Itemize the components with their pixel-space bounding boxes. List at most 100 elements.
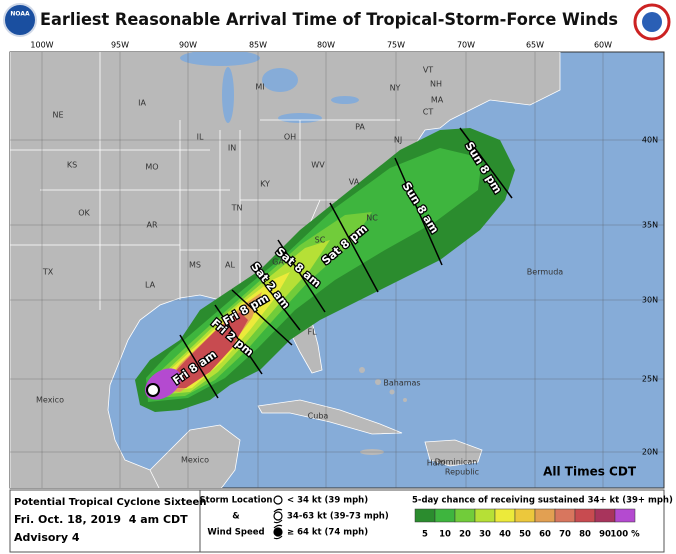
nws-logo-inner	[642, 12, 662, 32]
lon-label: 100W	[30, 41, 53, 50]
scale-label: 70	[559, 530, 571, 540]
place-label: Republic	[445, 468, 479, 477]
scale-swatch	[614, 508, 636, 523]
place-label: WV	[311, 161, 325, 170]
place-label: SC	[315, 236, 326, 245]
place-label: OH	[284, 133, 296, 142]
place-label: FL	[307, 328, 317, 337]
place-label: OK	[78, 209, 90, 218]
time-line	[394, 157, 443, 266]
symbol-label: ≥ 64 kt (74 mph)	[287, 528, 368, 538]
logo-text: NOAA	[10, 11, 30, 18]
scale-label: 30	[479, 530, 491, 540]
lon-label: 60W	[594, 41, 612, 50]
bahamas	[359, 367, 407, 402]
place-label: AL	[225, 261, 235, 270]
place-label: PA	[355, 123, 365, 132]
yucatan	[149, 424, 241, 488]
place-label: AR	[146, 221, 157, 230]
place-label: TX	[42, 268, 54, 277]
scale-label: 50	[519, 530, 531, 540]
lon-label: 75W	[387, 41, 405, 50]
advisory-date: Fri. Oct. 18, 2019 4 am CDT	[14, 513, 188, 526]
scale-label: 60	[539, 530, 551, 540]
scale-swatch	[474, 508, 496, 523]
symbol-title: Storm Location	[200, 496, 273, 506]
arrival-swath	[135, 127, 515, 412]
symbol-title: Wind Speed	[207, 528, 264, 538]
symbol-icon	[273, 527, 283, 537]
noaa-logo	[3, 3, 37, 37]
place-label: MI	[255, 83, 264, 92]
scale-swatch	[514, 508, 536, 523]
scale-label: 80	[579, 530, 591, 540]
lon-label: 85W	[249, 41, 267, 50]
great-lakes	[180, 52, 359, 123]
place-label: VT	[423, 66, 433, 75]
symbol-label: < 34 kt (39 mph)	[287, 496, 368, 506]
lon-label: 90W	[179, 41, 197, 50]
scale-label: 10	[439, 530, 451, 540]
place-label: MA	[431, 96, 444, 105]
place-label: Bermuda	[527, 268, 564, 277]
lon-label: 70W	[457, 41, 475, 50]
symbol-icon	[273, 511, 283, 521]
place-label: IN	[228, 144, 236, 153]
scale-swatch	[554, 508, 576, 523]
scale-swatch	[534, 508, 556, 523]
scale-swatch	[594, 508, 616, 523]
place-label: NY	[390, 84, 401, 93]
hispaniola	[424, 439, 483, 467]
place-label: NH	[430, 80, 442, 89]
advisory-number: Advisory 4	[14, 531, 80, 544]
place-label: Dominican	[435, 458, 478, 467]
place-label: Mexico	[36, 396, 64, 405]
times-note: All Times CDT	[543, 465, 637, 479]
place-label: KS	[67, 161, 77, 170]
scale-swatch	[434, 508, 456, 523]
place-label: Bahamas	[383, 379, 420, 388]
time-line	[214, 304, 263, 375]
place-label: IL	[197, 133, 204, 142]
scale-swatch	[494, 508, 516, 523]
lat-label: 40N	[642, 136, 658, 145]
scale-label: 5	[422, 530, 428, 540]
scale-swatch	[454, 508, 476, 523]
place-label: MS	[189, 261, 201, 270]
scale-label: 20	[459, 530, 471, 540]
probability-band	[160, 312, 248, 388]
time-line	[277, 239, 326, 313]
scale-label: 90	[599, 530, 611, 540]
place-label: KY	[260, 180, 270, 189]
scale-swatch	[574, 508, 596, 523]
lat-label: 30N	[642, 296, 658, 305]
scale-label: 100 %	[610, 530, 640, 540]
lat-label: 35N	[642, 221, 658, 230]
time-line	[459, 127, 513, 199]
place-label: NE	[52, 111, 63, 120]
graticule	[10, 52, 664, 488]
storm-location	[146, 383, 160, 397]
time-line	[179, 334, 219, 399]
lon-label: 80W	[317, 41, 335, 50]
lon-label: 95W	[111, 41, 129, 50]
place-label: Haiti	[427, 459, 446, 468]
time-line	[251, 267, 301, 331]
place-label: IA	[138, 99, 146, 108]
time-line	[231, 289, 293, 346]
place-label: NC	[366, 214, 378, 223]
scale-label: 40	[499, 530, 511, 540]
title: Earliest Reasonable Arrival Time of Trop…	[40, 10, 618, 30]
symbol-icon	[273, 495, 283, 505]
symbol-arms	[273, 524, 283, 540]
place-label: Cuba	[308, 412, 329, 421]
symbol-title: &	[232, 512, 240, 522]
place-label: Mexico	[181, 456, 209, 465]
scale-swatch	[414, 508, 436, 523]
place-label: NJ	[394, 136, 402, 145]
lat-label: 25N	[642, 375, 658, 384]
lat-label: 20N	[642, 448, 658, 457]
place-label: MO	[145, 163, 158, 172]
